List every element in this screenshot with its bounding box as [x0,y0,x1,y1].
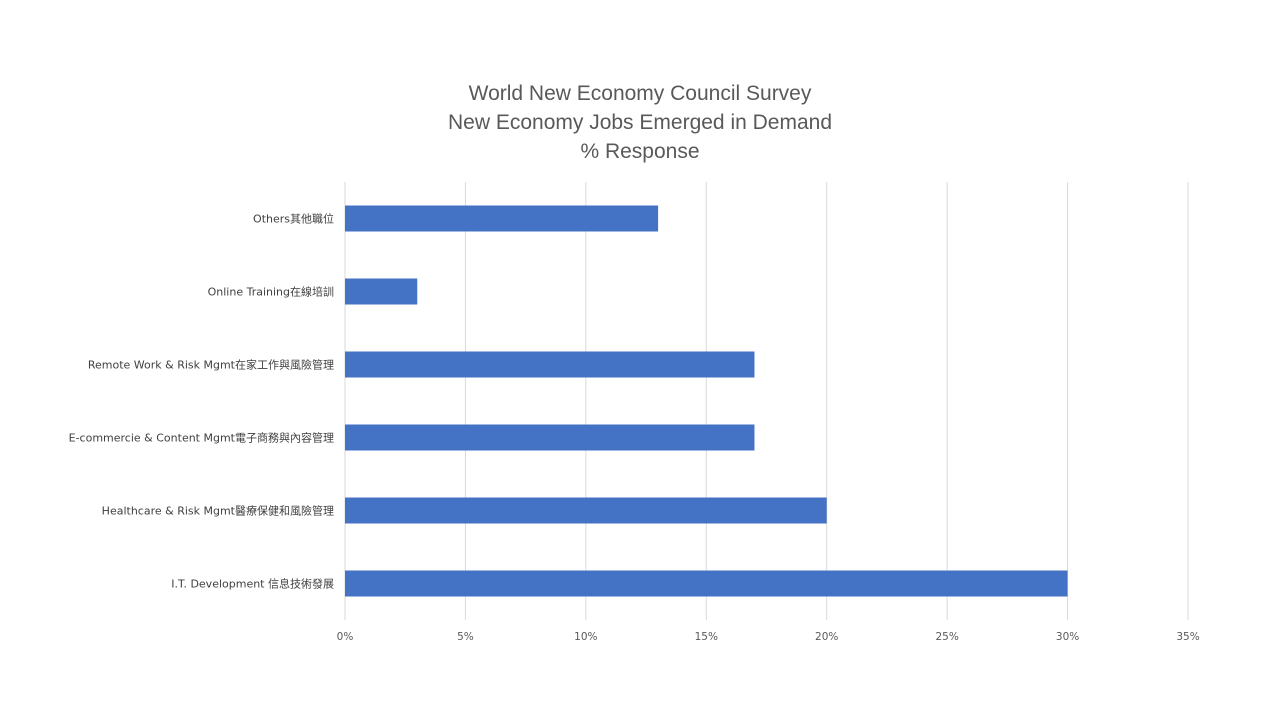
category-label: Online Training在線培訓 [208,285,334,299]
bar [345,205,659,232]
x-tick-label: 5% [457,631,474,643]
category-label: Remote Work & Risk Mgmt在家工作與風險管理 [88,358,334,372]
category-label: Healthcare & Risk Mgmt醫療保健和風險管理 [102,504,334,518]
bar [345,497,827,524]
bar [345,424,755,451]
x-tick-label: 15% [695,631,718,643]
gridlines [344,182,1189,620]
x-tick-label: 25% [935,631,958,643]
bar [345,278,418,305]
bar [345,570,1068,597]
bar [345,351,755,378]
chart-title: World New Economy Council Survey New Eco… [448,82,832,163]
chart-title-line-2: New Economy Jobs Emerged in Demand [448,111,832,134]
chart-title-line-1: World New Economy Council Survey [469,82,812,105]
category-labels: Others其他職位 Online Training在線培訓 Remote Work… [69,212,334,591]
chart-title-line-3: % Response [580,140,699,163]
x-tick-label: 10% [574,631,597,643]
x-tick-label: 30% [1056,631,1079,643]
x-tick-labels: 0% 5% 10% 15% 20% 25% 30% 35% [337,631,1200,643]
x-tick-label: 20% [815,631,838,643]
category-label: I.T. Development 信息技術發展 [171,577,334,591]
x-tick-label: 0% [337,631,354,643]
bars [345,205,1068,597]
category-label: E-commercie & Content Mgmt電子商務與內容管理 [69,431,334,445]
x-tick-label: 35% [1176,631,1199,643]
category-label: Others其他職位 [253,212,334,226]
